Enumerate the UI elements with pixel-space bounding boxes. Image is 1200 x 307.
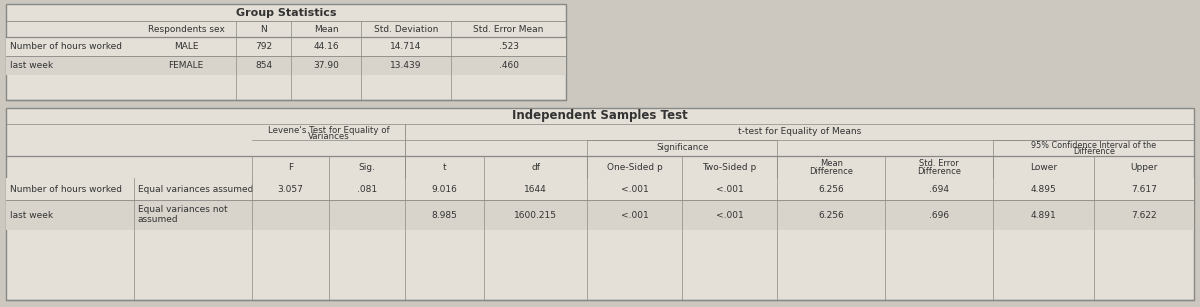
Bar [6,200,1194,230]
Text: Difference: Difference [809,167,853,176]
Text: df: df [532,162,540,172]
Text: last week: last week [10,61,53,70]
Text: Group Statistics: Group Statistics [235,7,336,17]
Text: 7.622: 7.622 [1132,211,1157,220]
Bar [6,108,1194,300]
Text: last week: last week [10,211,53,220]
Text: Two-Sided p: Two-Sided p [702,162,757,172]
Text: 6.256: 6.256 [818,211,844,220]
Text: Variances: Variances [307,132,349,141]
Text: Levene's Test for Equality of: Levene's Test for Equality of [268,126,389,135]
Text: FEMALE: FEMALE [168,61,204,70]
Text: assumed: assumed [138,216,179,224]
Text: Independent Samples Test: Independent Samples Test [512,110,688,122]
Bar [6,178,1194,200]
Text: 4.891: 4.891 [1031,211,1056,220]
Text: Number of hours worked: Number of hours worked [10,42,122,51]
Text: Std. Error Mean: Std. Error Mean [473,25,544,33]
Text: 7.617: 7.617 [1130,185,1157,193]
Text: 4.895: 4.895 [1031,185,1056,193]
Bar [6,37,566,56]
Text: 14.714: 14.714 [390,42,421,51]
Text: .523: .523 [498,42,518,51]
Text: Sig.: Sig. [359,162,376,172]
Text: <.001: <.001 [620,185,648,193]
Text: Number of hours worked: Number of hours worked [10,185,122,193]
Text: Mean: Mean [313,25,338,33]
Text: N: N [260,25,266,33]
Text: Significance: Significance [656,143,708,153]
Text: 6.256: 6.256 [818,185,844,193]
Text: <.001: <.001 [715,185,744,193]
Text: 1600.215: 1600.215 [514,211,557,220]
Text: Equal variances assumed: Equal variances assumed [138,185,253,193]
Text: 1644: 1644 [524,185,547,193]
Text: Std. Deviation: Std. Deviation [374,25,438,33]
Text: MALE: MALE [174,42,198,51]
Text: t: t [443,162,446,172]
Text: Respondents sex: Respondents sex [148,25,224,33]
Text: One-Sided p: One-Sided p [607,162,662,172]
Text: .696: .696 [929,211,949,220]
Text: <.001: <.001 [715,211,744,220]
Text: 8.985: 8.985 [432,211,457,220]
Text: 95% Confidence Interval of the: 95% Confidence Interval of the [1031,141,1157,150]
Text: Lower: Lower [1030,162,1057,172]
Bar [6,4,566,100]
Text: .460: .460 [498,61,518,70]
Text: <.001: <.001 [620,211,648,220]
Bar [6,56,566,75]
Text: Upper: Upper [1130,162,1158,172]
Text: 854: 854 [254,61,272,70]
Text: 3.057: 3.057 [277,185,304,193]
Text: t-test for Equality of Means: t-test for Equality of Means [738,127,862,137]
Text: F: F [288,162,293,172]
Text: Mean: Mean [820,159,842,168]
Text: 13.439: 13.439 [390,61,421,70]
Text: .081: .081 [356,185,377,193]
Text: 792: 792 [254,42,272,51]
Text: Equal variances not: Equal variances not [138,205,228,215]
Text: Std. Error: Std. Error [919,159,959,168]
Text: 44.16: 44.16 [313,42,338,51]
Text: Difference: Difference [1073,147,1115,157]
Text: 9.016: 9.016 [432,185,457,193]
Text: Difference: Difference [917,167,961,176]
Text: 37.90: 37.90 [313,61,338,70]
Text: .694: .694 [929,185,949,193]
